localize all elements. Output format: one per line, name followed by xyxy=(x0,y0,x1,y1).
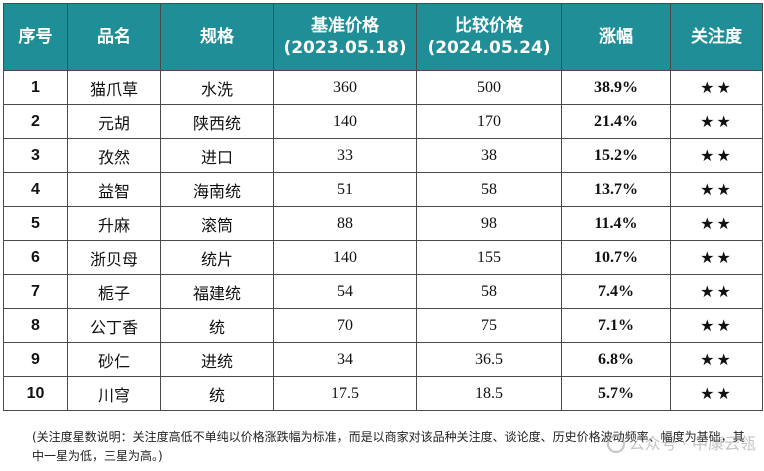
cell-compare-price: 98 xyxy=(416,206,562,241)
table-row: 5 升麻 滚筒 88 98 11.4% ★★ xyxy=(3,206,763,241)
cell-name: 孜然 xyxy=(67,138,161,173)
cell-attention-stars: ★★ xyxy=(670,376,763,411)
cell-base-price: 70 xyxy=(273,308,417,343)
cell-spec: 统 xyxy=(160,308,274,343)
cell-name: 元胡 xyxy=(67,104,161,139)
table-row: 6 浙贝母 统片 140 155 10.7% ★★ xyxy=(3,240,763,275)
header-spec: 规格 xyxy=(160,3,274,71)
header-base-price: 基准价格 (2023.05.18) xyxy=(273,3,417,71)
cell-rise: 11.4% xyxy=(561,206,671,241)
cell-name: 益智 xyxy=(67,172,161,207)
header-compare-price: 比较价格 (2024.05.24) xyxy=(416,3,562,71)
header-rise: 涨幅 xyxy=(561,3,671,71)
cell-compare-price: 36.5 xyxy=(416,342,562,377)
cell-rise: 6.8% xyxy=(561,342,671,377)
cell-attention-stars: ★★ xyxy=(670,342,763,377)
cell-spec: 统片 xyxy=(160,240,274,275)
cell-compare-price: 18.5 xyxy=(416,376,562,411)
table-row: 10 川穹统 17.5 18.5 5.7% ★★ xyxy=(3,376,763,411)
cell-attention-stars: ★★ xyxy=(670,138,763,173)
cell-base-price: 33 xyxy=(273,138,417,173)
header-base-price-date: (2023.05.18) xyxy=(283,38,407,58)
header-compare-price-date: (2024.05.24) xyxy=(427,38,551,58)
header-name: 品名 xyxy=(67,3,161,71)
cell-compare-price: 38 xyxy=(416,138,562,173)
cell-index: 5 xyxy=(3,206,68,241)
cell-base-price: 140 xyxy=(273,240,417,275)
table-header-row: 序号 品名 规格 基准价格 (2023.05.18) 比较价格 (2024.05… xyxy=(3,3,763,71)
table-row: 1 猫爪草 水洗 360 500 38.9% ★★ xyxy=(3,70,763,105)
cell-compare-price: 170 xyxy=(416,104,562,139)
cell-rise: 7.1% xyxy=(561,308,671,343)
cell-index: 4 xyxy=(3,172,68,207)
cell-spec: 水洗 xyxy=(160,70,274,105)
cell-base-price: 88 xyxy=(273,206,417,241)
attention-note: (关注度星数说明：关注度高低不单纯以价格涨跌幅为标准，而是以商家对该品种关注度、… xyxy=(32,430,745,463)
header-index: 序号 xyxy=(3,3,68,71)
watermark-text: 公众号 · 中康云瓴 xyxy=(628,434,756,453)
table-body: 1 猫爪草 水洗 360 500 38.9% ★★ 2 元胡 陕西统 140 170 21.4% ★★ 3 孜… xyxy=(3,70,763,411)
table-row: 9 砂仁 进统 34 36.5 6.8% ★★ xyxy=(3,342,763,377)
cell-spec: 滚筒 xyxy=(160,206,274,241)
cell-attention-stars: ★★ xyxy=(670,308,763,343)
cell-name: 栀子 xyxy=(67,274,161,309)
cell-spec: 海南统 xyxy=(160,172,274,207)
cell-attention-stars: ★★ xyxy=(670,70,763,105)
header-attention: 关注度 xyxy=(670,3,763,71)
cell-attention-stars: ★★ xyxy=(670,104,763,139)
cell-index: 1 xyxy=(3,70,68,105)
cell-base-price: 140 xyxy=(273,104,417,139)
cell-base-price: 51 xyxy=(273,172,417,207)
cell-index: 3 xyxy=(3,138,68,173)
cell-rise: 15.2% xyxy=(561,138,671,173)
watermark: 公众号 · 中康云瓴 xyxy=(606,430,756,454)
cell-base-price: 34 xyxy=(273,342,417,377)
table-row: 7 栀子 福建统 54 58 7.4% ★★ xyxy=(3,274,763,309)
cell-index: 2 xyxy=(3,104,68,139)
cell-index: 6 xyxy=(3,240,68,275)
cell-name: 升麻 xyxy=(67,206,161,241)
cell-compare-price: 75 xyxy=(416,308,562,343)
cell-attention-stars: ★★ xyxy=(670,172,763,207)
cell-name: 川穹 xyxy=(67,376,161,411)
cell-base-price: 360 xyxy=(273,70,417,105)
cell-compare-price: 500 xyxy=(416,70,562,105)
header-base-price-label: 基准价格 xyxy=(311,16,379,36)
cell-rise: 21.4% xyxy=(561,104,671,139)
cell-rise: 10.7% xyxy=(561,240,671,275)
cell-index: 9 xyxy=(3,342,68,377)
cell-rise: 13.7% xyxy=(561,172,671,207)
table-row: 4 益智 海南统 51 58 13.7% ★★ xyxy=(3,172,763,207)
cell-spec: 福建统 xyxy=(160,274,274,309)
cell-spec: 进口 xyxy=(160,138,274,173)
cell-index: 7 xyxy=(3,274,68,309)
cell-base-price: 17.5 xyxy=(273,376,417,411)
cell-attention-stars: ★★ xyxy=(670,240,763,275)
cell-compare-price: 58 xyxy=(416,274,562,309)
cell-rise: 5.7% xyxy=(561,376,671,411)
cell-name: 猫爪草 xyxy=(67,70,161,105)
cell-name: 砂仁 xyxy=(67,342,161,377)
table-row: 2 元胡 陕西统 140 170 21.4% ★★ xyxy=(3,104,763,139)
cell-index: 10 xyxy=(3,376,68,411)
cell-name: 公丁香 xyxy=(67,308,161,343)
cell-rise: 38.9% xyxy=(561,70,671,105)
header-compare-price-label: 比较价格 xyxy=(455,16,523,36)
table-row: 3 孜然 进口 33 38 15.2% ★★ xyxy=(3,138,763,173)
cell-compare-price: 155 xyxy=(416,240,562,275)
cell-spec: 进统 xyxy=(160,342,274,377)
cell-compare-price: 58 xyxy=(416,172,562,207)
cell-spec: 陕西统 xyxy=(160,104,274,139)
cell-base-price: 54 xyxy=(273,274,417,309)
cell-index: 8 xyxy=(3,308,68,343)
price-rise-table: 序号 品名 规格 基准价格 (2023.05.18) 比较价格 (2024.05… xyxy=(3,3,763,411)
cell-attention-stars: ★★ xyxy=(670,206,763,241)
cell-attention-stars: ★★ xyxy=(670,274,763,309)
wechat-icon xyxy=(606,435,625,453)
cell-spec: 统 xyxy=(160,376,274,411)
cell-name: 浙贝母 xyxy=(67,240,161,275)
table-row: 8 公丁香统 70 75 7.1% ★★ xyxy=(3,308,763,343)
cell-rise: 7.4% xyxy=(561,274,671,309)
